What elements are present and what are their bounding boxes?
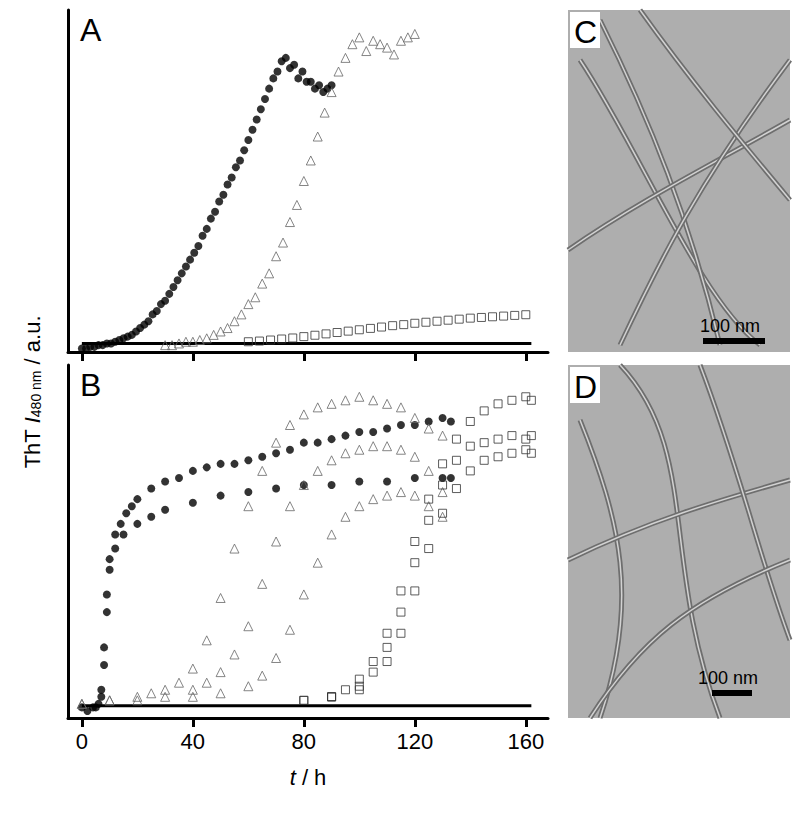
svg-text:100 nm: 100 nm xyxy=(698,668,758,688)
svg-text:120: 120 xyxy=(396,729,433,754)
svg-text:ThT: ThT xyxy=(20,424,45,469)
svg-text:D: D xyxy=(574,369,597,405)
svg-text:40: 40 xyxy=(181,729,205,754)
svg-text:/ h: / h xyxy=(296,765,327,790)
svg-text:I: I xyxy=(19,417,45,424)
svg-text:B: B xyxy=(80,367,101,403)
svg-text:t: t xyxy=(289,764,296,790)
svg-text:A: A xyxy=(80,12,102,48)
svg-text:160: 160 xyxy=(507,729,544,754)
svg-text:80: 80 xyxy=(292,729,316,754)
svg-text:0: 0 xyxy=(76,729,88,754)
svg-text:C: C xyxy=(574,14,597,50)
svg-text:/ a.u.: / a.u. xyxy=(20,315,45,370)
svg-text:480 nm: 480 nm xyxy=(28,370,44,417)
svg-text:100 nm: 100 nm xyxy=(700,316,760,336)
